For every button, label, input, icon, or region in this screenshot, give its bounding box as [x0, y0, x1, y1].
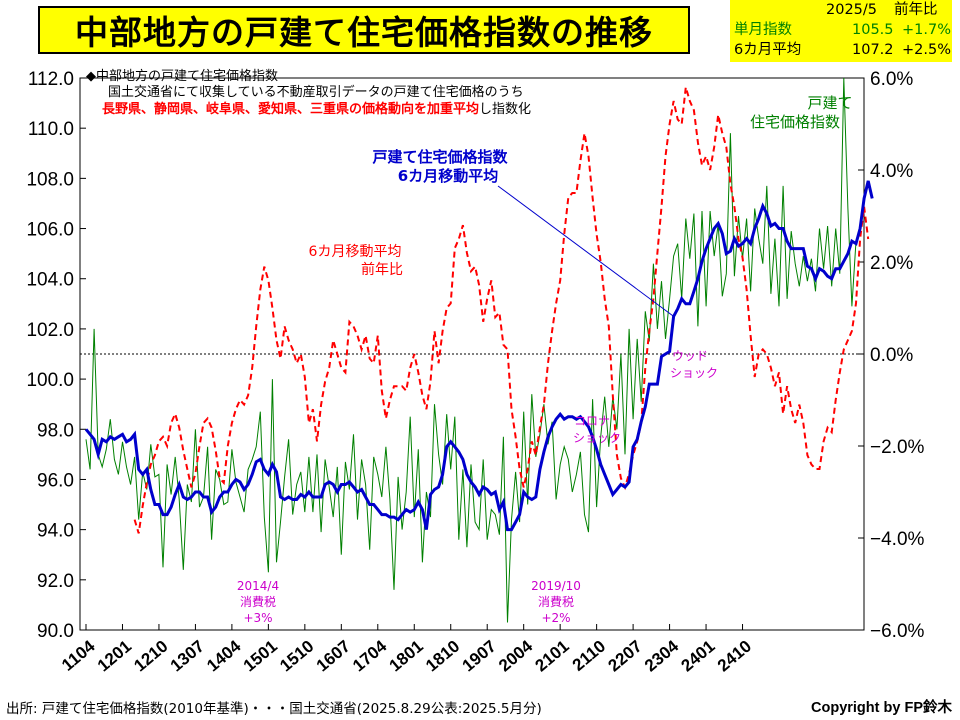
annot-wood-2: ショック	[670, 366, 718, 380]
label-yoy-2: 前年比	[361, 261, 403, 278]
label-yoy-1: 6カ月移動平均	[309, 244, 402, 260]
stats-panel: 2025/5 前年比 単月指数 105.5 +1.7% 6カ月平均 107.2 …	[730, 0, 952, 62]
left-tick-label: 92.0	[37, 571, 74, 592]
series-monthly-index	[85, 77, 857, 623]
x-tick-label: 1210	[130, 637, 171, 676]
right-tick-label: −2.0%	[870, 437, 925, 458]
label-monthly-1: 戸建て	[807, 94, 852, 112]
stats-yoy-label: 前年比	[894, 2, 938, 18]
left-tick-label: 112.0	[28, 69, 74, 90]
label-avg-1: 戸建て住宅価格指数	[372, 148, 508, 166]
x-tick-label: 2401	[677, 637, 718, 676]
note-line-3-red: 長野県、静岡県、岐阜県、愛知県、三重県の価格動向を加重平均し指数化	[102, 101, 531, 117]
left-tick-label: 90.0	[37, 621, 74, 642]
stats-monthly-value: 105.5	[852, 22, 894, 38]
series-yoy-dashed	[133, 86, 870, 534]
x-tick-label: 1501	[240, 637, 281, 676]
left-tick-label: 96.0	[37, 470, 74, 491]
stats-monthly-yoy: +1.7%	[902, 22, 951, 38]
right-tick-label: 2.0%	[870, 253, 913, 274]
source-footer: 出所: 戸建て住宅価格指数(2010年基準)・・・国土交通省(2025.8.29…	[6, 701, 542, 717]
label-avg-2: 6カ月移動平均	[398, 167, 498, 185]
moving-average-leader-line	[497, 185, 674, 317]
right-tick-label: −6.0%	[870, 621, 925, 642]
x-tick-label: 2110	[569, 637, 609, 675]
x-tick-label: 2304	[641, 636, 683, 675]
note-line-3-black-text: し指数化	[479, 102, 531, 117]
right-tick-label: 6.0%	[870, 69, 913, 90]
left-tick-label: 94.0	[37, 521, 74, 542]
annot-tax2014-3: +3%	[243, 611, 272, 625]
left-tick-label: 110.0	[28, 119, 74, 140]
left-tick-label: 98.0	[37, 420, 74, 441]
copyright: Copyright by FP鈴木	[811, 700, 952, 716]
x-tick-label: 2101	[532, 637, 573, 676]
left-tick-label: 104.0	[26, 270, 74, 291]
stats-avg-value: 107.2	[852, 42, 894, 58]
x-tick-label: 1704	[349, 636, 391, 675]
x-tick-label: 1810	[422, 637, 463, 676]
x-tick-label: 1607	[313, 637, 354, 676]
note-line-1: ◆中部地方の戸建て住宅価格指数	[86, 68, 278, 84]
chart-title: 中部地方の戸建て住宅価格指数の推移	[38, 6, 690, 54]
x-tick-label: 2410	[714, 637, 755, 676]
x-tick-label: 2207	[604, 637, 645, 676]
x-tick-label: 2004	[495, 636, 537, 675]
x-tick-label: 1404	[203, 636, 245, 675]
right-tick-label: 0.0%	[870, 345, 913, 366]
left-tick-label: 100.0	[26, 370, 74, 391]
x-axis-ticks: 1104120112101307140415011510160717041801…	[58, 624, 755, 675]
moving-average-line	[84, 180, 874, 532]
stats-avg-row: 6カ月平均 107.2 +2.5%	[734, 40, 951, 60]
yoy-dashed-line	[133, 86, 870, 534]
annot-tax2014-2: 消費税	[240, 594, 276, 609]
note-line-2: 国土交通省にて収集している不動産取引データの戸建て住宅価格のうち	[108, 84, 524, 100]
right-tick-label: −4.0%	[870, 529, 925, 550]
annot-wood-1: ウッド	[672, 349, 708, 363]
annot-tax2019-2: 消費税	[538, 594, 574, 609]
x-tick-label: 1510	[276, 637, 317, 676]
right-tick-label: 4.0%	[870, 161, 913, 182]
annot-tax2019-3: +2%	[541, 611, 570, 625]
label-monthly-2: 住宅価格指数	[750, 113, 840, 131]
stats-monthly-label: 単月指数	[734, 22, 792, 38]
stats-avg-label: 6カ月平均	[734, 42, 802, 58]
x-tick-label: 1201	[94, 637, 135, 676]
stats-date: 2025/5	[826, 2, 878, 18]
note-line-3-red-text: 長野県、静岡県、岐阜県、愛知県、三重県の価格動向を加重平均	[102, 101, 479, 117]
left-axis-ticks: 90.0 92.0 94.0 96.0 98.0 100.0 102.0 104.0 106.0…	[26, 69, 86, 642]
right-axis-ticks: −6.0% −4.0% −2.0% 0.0% 2.0% 4.0% 6.0%	[858, 69, 925, 642]
left-tick-label: 102.0	[26, 320, 74, 341]
annot-corona-2: ショック	[573, 431, 621, 445]
series-moving-average	[84, 180, 874, 532]
x-tick-label: 1307	[167, 637, 208, 676]
left-tick-label: 106.0	[26, 220, 74, 241]
annot-tax2019-1: 2019/10	[531, 579, 581, 593]
stats-header-row: 2025/5 前年比	[734, 0, 948, 20]
stats-avg-yoy: +2.5%	[902, 42, 951, 58]
annot-tax2014-1: 2014/4	[237, 579, 279, 593]
monthly-index-line	[85, 77, 857, 623]
x-tick-label: 1907	[459, 637, 500, 676]
annot-corona-1: コロナ	[574, 414, 610, 428]
x-tick-label: 1801	[386, 637, 427, 676]
stats-monthly-row: 単月指数 105.5 +1.7%	[734, 20, 951, 40]
left-tick-label: 108.0	[26, 169, 74, 190]
